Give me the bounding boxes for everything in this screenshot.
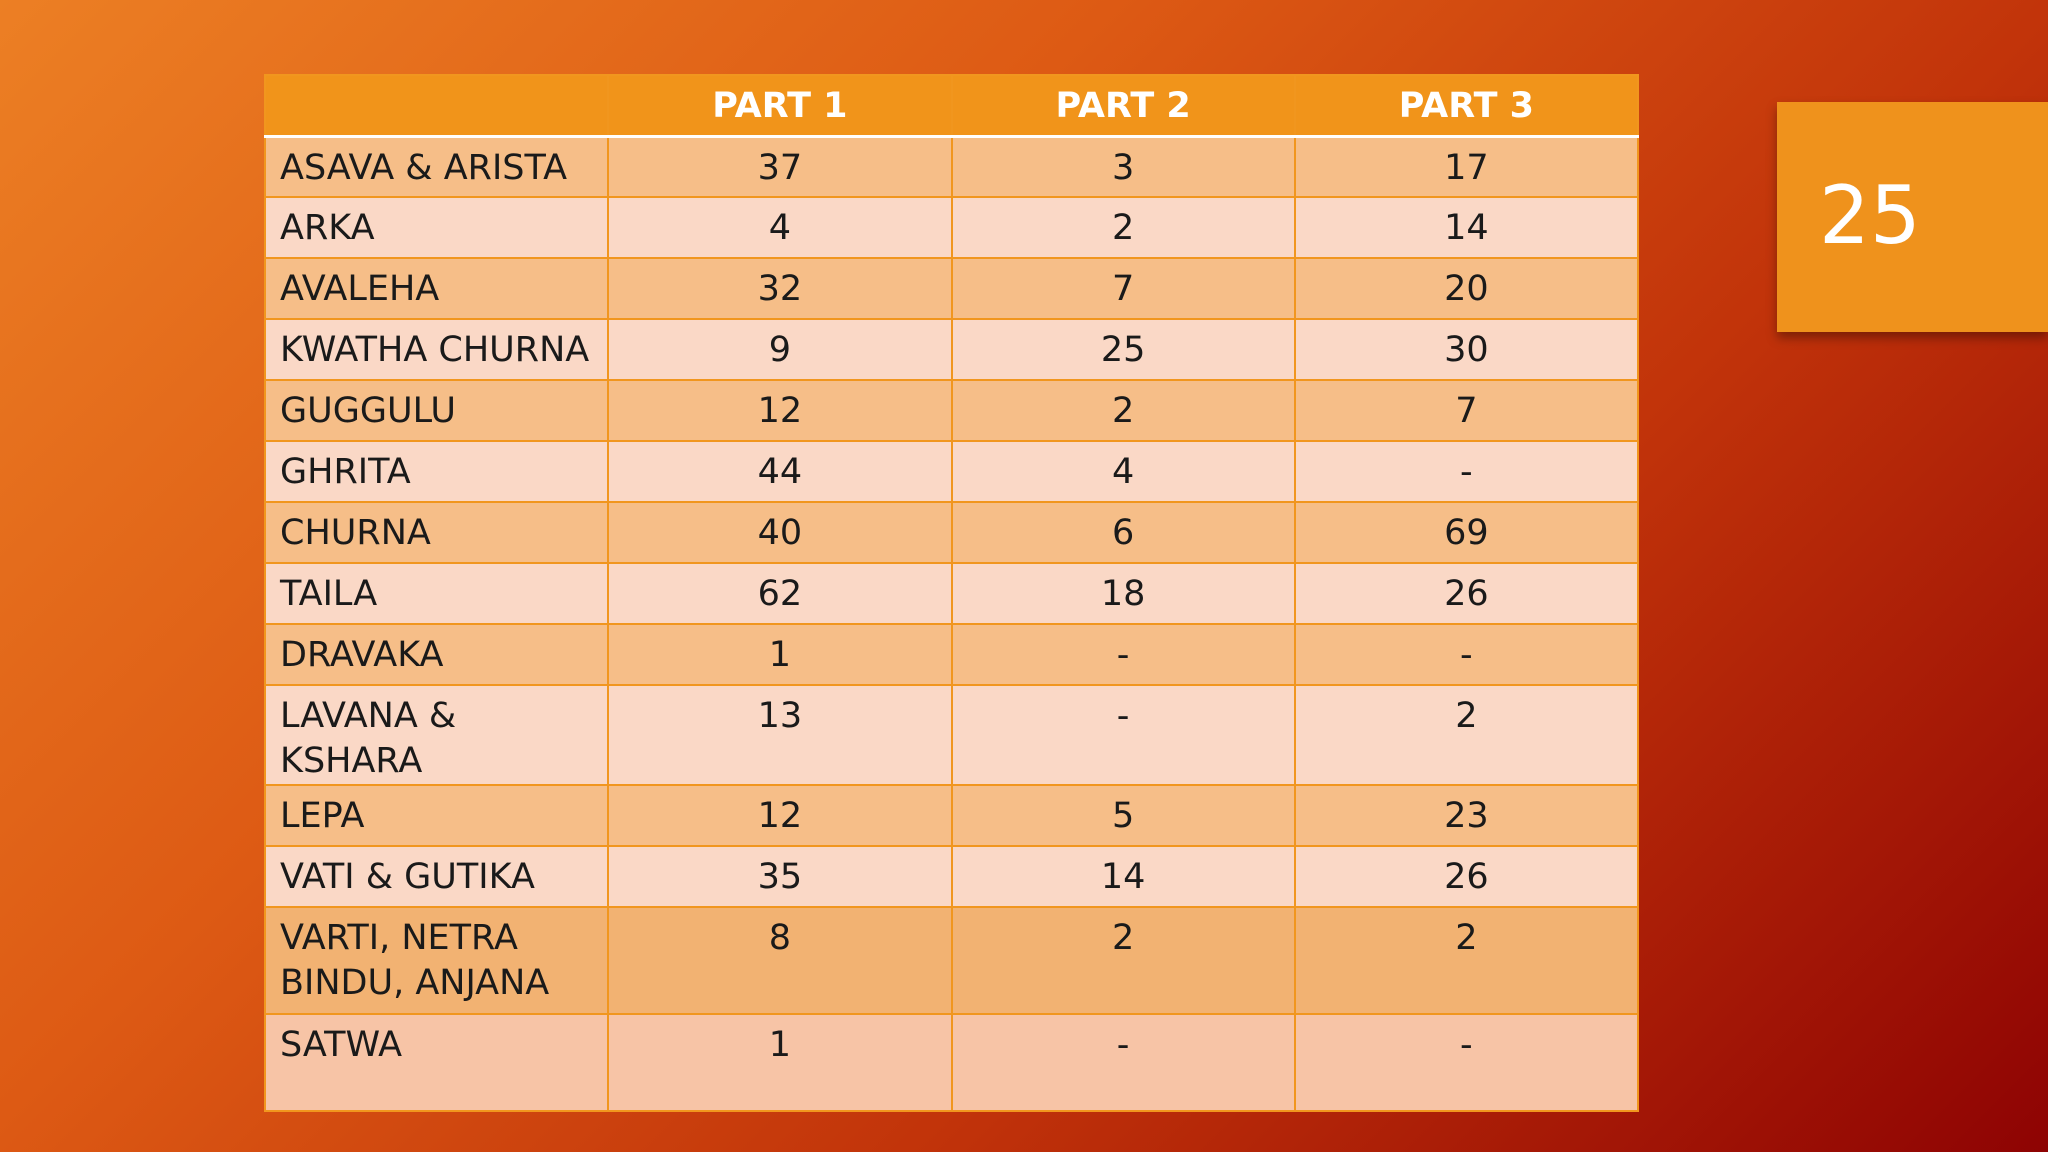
table-row: DRAVAKA 1- - [263, 623, 1640, 686]
cell: - [1293, 1013, 1640, 1112]
cell: 3 [950, 135, 1296, 198]
cell: 8 [607, 906, 953, 1015]
cell: 26 [1293, 562, 1640, 625]
cell: 1 [607, 623, 953, 686]
row-label: VARTI, NETRA BINDU, ANJANA [263, 906, 610, 1015]
cell: 6 [950, 501, 1296, 564]
cell: 4 [607, 196, 953, 259]
cell: 14 [1293, 196, 1640, 259]
row-label: AVALEHA [263, 257, 610, 320]
cell: 2 [950, 906, 1296, 1015]
row-label: KWATHA CHURNA [263, 318, 610, 381]
header-cell: PART 2 [950, 74, 1296, 138]
row-label: LEPA [263, 784, 610, 847]
cell: 69 [1293, 501, 1640, 564]
cell: 2 [1293, 684, 1640, 786]
cell: 40 [607, 501, 953, 564]
cell: 23 [1293, 784, 1640, 847]
header-row: PART 1 PART 2 PART 3 [263, 74, 1640, 138]
row-label: LAVANA & KSHARA [263, 684, 610, 786]
cell: 2 [950, 196, 1296, 259]
header-cell [263, 74, 610, 138]
cell: - [1293, 440, 1640, 503]
table-row: CHURNA 40 6 69 [263, 501, 1640, 564]
row-label: VATI & GUTIKA [263, 845, 610, 908]
cell: 37 [607, 135, 953, 198]
cell: - [1293, 623, 1640, 686]
table-row: ARKA 4 2 14 [263, 196, 1640, 259]
cell: 20 [1293, 257, 1640, 320]
data-table: PART 1 PART 2 PART 3 ASAVA & ARISTA 37 3 17 AR… [263, 74, 1640, 1112]
slide-number: 25 [1819, 169, 1921, 262]
table-row: VARTI, NETRA BINDU, ANJANA 8 2 2 [263, 906, 1640, 1015]
header-cell: PART 1 [607, 74, 953, 138]
cell: 35 [607, 845, 953, 908]
cell: 2 [1293, 906, 1640, 1015]
cell: 18 [950, 562, 1296, 625]
cell: - [950, 1013, 1296, 1112]
table-head: PART 1 PART 2 PART 3 [263, 74, 1640, 138]
table-row: TAILA 62 18 26 [263, 562, 1640, 625]
cell: 5 [950, 784, 1296, 847]
table-row: ASAVA & ARISTA 37 3 17 [263, 135, 1640, 198]
cell: 12 [607, 784, 953, 847]
cell: 7 [1293, 379, 1640, 442]
table-row: GUGGULU 12 2 7 [263, 379, 1640, 442]
cell: - [950, 623, 1296, 686]
cell: 4 [950, 440, 1296, 503]
cell: 12 [607, 379, 953, 442]
table-row: VATI & GUTIKA 35 14 26 [263, 845, 1640, 908]
cell: 26 [1293, 845, 1640, 908]
row-label: SATWA [263, 1013, 610, 1112]
table-row: LAVANA & KSHARA 13-2 [263, 684, 1640, 786]
cell: 13 [607, 684, 953, 786]
header-cell: PART 3 [1293, 74, 1640, 138]
cell: 30 [1293, 318, 1640, 381]
cell: 2 [950, 379, 1296, 442]
slide-number-box: 25 [1777, 102, 2048, 332]
table-body: ASAVA & ARISTA 37 3 17 ARKA 4 2 14 AVALEHA 32 7 20 K… [263, 135, 1640, 1112]
row-label: CHURNA [263, 501, 610, 564]
cell: 62 [607, 562, 953, 625]
cell: 25 [950, 318, 1296, 381]
cell: 1 [607, 1013, 953, 1112]
row-label: ARKA [263, 196, 610, 259]
row-label: GHRITA [263, 440, 610, 503]
table-row: AVALEHA 32 7 20 [263, 257, 1640, 320]
row-label: TAILA [263, 562, 610, 625]
row-label: DRAVAKA [263, 623, 610, 686]
table-row: GHRITA 44 4- [263, 440, 1640, 503]
cell: 44 [607, 440, 953, 503]
table-row: LEPA 12 5 23 [263, 784, 1640, 847]
table-row: SATWA 1- - [263, 1013, 1640, 1112]
table-row: KWATHA CHURNA 9 25 30 [263, 318, 1640, 381]
row-label: GUGGULU [263, 379, 610, 442]
cell: 7 [950, 257, 1296, 320]
cell: 17 [1293, 135, 1640, 198]
cell: 14 [950, 845, 1296, 908]
row-label: ASAVA & ARISTA [263, 135, 610, 198]
cell: - [950, 684, 1296, 786]
cell: 9 [607, 318, 953, 381]
cell: 32 [607, 257, 953, 320]
